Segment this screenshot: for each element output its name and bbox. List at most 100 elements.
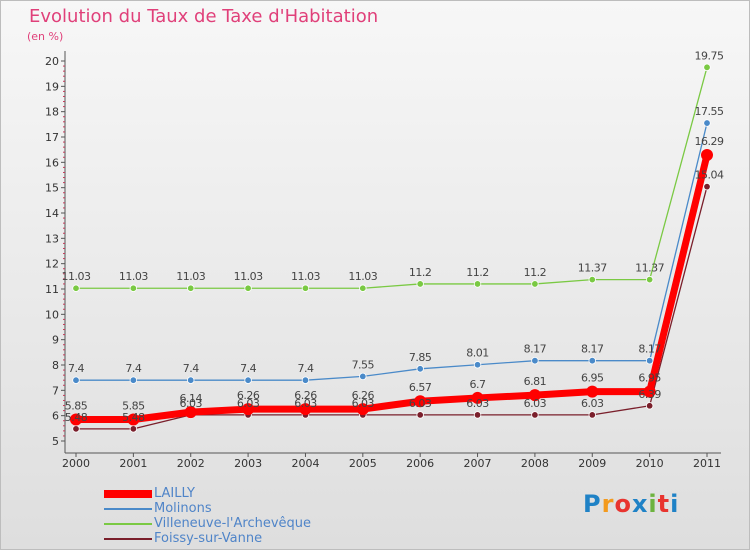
data-label: 5.85 [65, 399, 88, 412]
data-label: 7.55 [352, 358, 375, 371]
data-point [588, 275, 596, 284]
series-line-0 [76, 154, 711, 423]
y-tick-label: 13 [45, 232, 59, 245]
data-label: 11.2 [466, 266, 489, 279]
legend-swatch [104, 489, 152, 498]
series-line-3 [76, 186, 708, 430]
data-label: 6.39 [638, 388, 661, 401]
data-point [703, 119, 711, 127]
y-tick-label: 16 [45, 156, 59, 169]
data-label: 19.75 [695, 49, 724, 62]
x-tick-label: 2009 [578, 457, 606, 470]
data-point [301, 376, 310, 384]
data-point [299, 403, 312, 416]
data-point [588, 411, 596, 419]
y-tick-label: 5 [52, 435, 59, 448]
data-label: 8.17 [524, 343, 547, 356]
legend-item: LAILLY [104, 486, 311, 501]
data-point [359, 372, 367, 381]
data-point [586, 385, 599, 398]
legend-label: Foissy-sur-Vanne [154, 531, 263, 546]
data-label: 6.03 [524, 397, 547, 410]
data-label: 11.37 [635, 262, 664, 275]
y-tick-label: 12 [45, 258, 59, 271]
data-point [414, 395, 427, 408]
y-tick-label: 14 [45, 207, 59, 220]
data-point [72, 376, 80, 384]
data-point [531, 280, 539, 288]
data-point [473, 361, 482, 369]
x-tick-label: 2010 [636, 457, 664, 470]
data-label: 16.29 [695, 135, 724, 148]
data-point [72, 284, 80, 292]
data-label: 7.4 [125, 362, 141, 375]
data-label: 6.57 [409, 381, 432, 394]
data-label: 15.04 [695, 169, 724, 182]
y-tick-label: 20 [45, 55, 59, 68]
y-tick-label: 15 [45, 182, 59, 195]
legend-swatch [104, 507, 152, 510]
data-label: 7.85 [409, 351, 432, 364]
legend-swatch [104, 537, 152, 540]
chart-unit-label: (en %) [27, 30, 64, 43]
data-label: 6.26 [352, 389, 375, 402]
legend-label: LAILLY [154, 486, 195, 501]
data-label: 17.55 [695, 105, 724, 118]
data-point [184, 406, 197, 419]
data-label: 7.4 [297, 362, 313, 375]
y-tick-label: 17 [45, 131, 59, 144]
chart-legend: LAILLY Molinons Villeneuve-l'Archevêque Foi… [104, 486, 311, 546]
data-point [416, 411, 424, 419]
data-point [473, 411, 482, 419]
data-point [129, 284, 138, 292]
data-point [416, 365, 424, 373]
data-point [588, 356, 596, 365]
data-point [645, 402, 654, 410]
data-label: 6.14 [179, 392, 202, 405]
y-tick-label: 6 [52, 410, 59, 423]
data-label: 11.03 [119, 270, 148, 283]
legend-item: Villeneuve-l'Archevêque [104, 516, 311, 531]
x-tick-label: 2006 [406, 457, 434, 470]
data-label: 5.48 [65, 411, 88, 424]
legend-item: Molinons [104, 501, 311, 516]
data-point [187, 284, 195, 292]
data-point [645, 275, 654, 284]
data-point [645, 356, 654, 365]
series-line-1 [76, 122, 708, 381]
x-tick-label: 2004 [291, 457, 319, 470]
data-point [528, 389, 541, 402]
data-label: 7.4 [68, 362, 84, 375]
data-label: 11.03 [348, 270, 377, 283]
legend-label: Molinons [154, 501, 212, 516]
data-label: 5.48 [122, 411, 145, 424]
data-point [301, 284, 310, 292]
x-tick-label: 2001 [119, 457, 147, 470]
data-label: 11.2 [524, 266, 547, 279]
data-point [359, 284, 367, 292]
data-label: 5.85 [122, 399, 145, 412]
data-point [242, 403, 255, 416]
y-tick-label: 10 [45, 308, 59, 321]
data-point [531, 411, 539, 419]
data-label: 7.4 [240, 362, 256, 375]
x-tick-label: 2005 [349, 457, 377, 470]
y-tick-label: 8 [52, 359, 59, 372]
legend-label: Villeneuve-l'Archevêque [154, 516, 312, 531]
x-tick-label: 2002 [177, 457, 205, 470]
data-label: 6.03 [179, 397, 202, 410]
legend-swatch [104, 522, 152, 525]
data-label: 11.2 [409, 266, 432, 279]
data-point [127, 413, 140, 426]
data-point [416, 280, 424, 288]
data-label: 6.03 [466, 397, 489, 410]
data-point [129, 376, 138, 384]
chart-title: Evolution du Taux de Taxe d'Habitation [29, 6, 379, 27]
legend-item: Foissy-sur-Vanne [104, 531, 311, 546]
data-label: 6.03 [581, 397, 604, 410]
data-point [244, 376, 252, 384]
data-point [356, 403, 369, 416]
data-label: 6.95 [581, 372, 604, 385]
